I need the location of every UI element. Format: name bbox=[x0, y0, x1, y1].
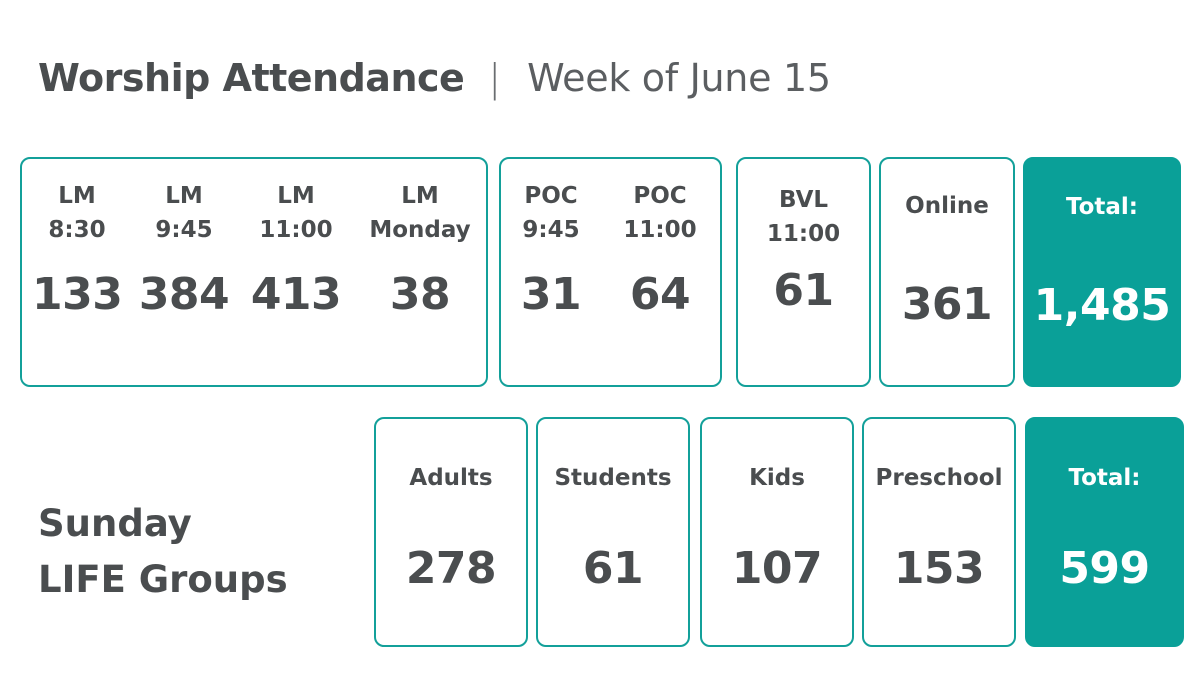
lm-monday-column: LM Monday 38 bbox=[360, 179, 480, 320]
preschool-card: Preschool 153 bbox=[862, 417, 1016, 647]
students-label: Students bbox=[554, 465, 672, 491]
students-value: 61 bbox=[582, 543, 644, 594]
students-column: Students 61 bbox=[538, 461, 688, 594]
worship-total-column: Total: 1,485 bbox=[1025, 190, 1179, 331]
online-card: Online 361 bbox=[879, 157, 1015, 387]
lm-1100-column: LM 11:00 413 bbox=[248, 179, 344, 320]
kids-value: 107 bbox=[731, 543, 823, 594]
lm-830-label-line1: LM bbox=[58, 183, 96, 209]
lm-monday-value: 38 bbox=[389, 269, 451, 320]
title-separator: | bbox=[488, 56, 502, 100]
poc-945-label-line2: 9:45 bbox=[522, 217, 580, 243]
life-groups-title: Sunday LIFE Groups bbox=[38, 496, 288, 608]
lm-945-label-line1: LM bbox=[165, 183, 203, 209]
poc-945-value: 31 bbox=[520, 269, 582, 320]
bvl-1100-column: BVL 11:00 61 bbox=[738, 183, 869, 316]
poc-1100-label-line2: 11:00 bbox=[623, 217, 697, 243]
bvl-service-card: BVL 11:00 61 bbox=[736, 157, 871, 387]
life-groups-title-line1: Sunday bbox=[38, 502, 192, 545]
bvl-label-line2: 11:00 bbox=[766, 221, 841, 247]
life-groups-total-label: Total: bbox=[1068, 465, 1141, 491]
preschool-label: Preschool bbox=[875, 465, 1003, 491]
lm-945-value: 384 bbox=[138, 269, 230, 320]
lm-830-value: 133 bbox=[32, 269, 123, 320]
kids-label: Kids bbox=[749, 465, 805, 491]
preschool-value: 153 bbox=[893, 543, 985, 594]
poc-945-column: POC 9:45 31 bbox=[505, 179, 597, 320]
title-main: Worship Attendance bbox=[38, 56, 465, 100]
kids-card: Kids 107 bbox=[700, 417, 854, 647]
lm-monday-label-line2: Monday bbox=[369, 217, 471, 243]
kids-column: Kids 107 bbox=[702, 461, 852, 594]
lm-1100-label-line2: 11:00 bbox=[259, 217, 333, 243]
lm-monday-label-line1: LM bbox=[401, 183, 439, 209]
lm-830-column: LM 8:30 133 bbox=[32, 179, 123, 320]
lm-services-card: LM 8:30 133 LM 9:45 384 LM 11:00 413 LM … bbox=[20, 157, 488, 387]
adults-card: Adults 278 bbox=[374, 417, 528, 647]
life-groups-total-value: 599 bbox=[1059, 543, 1150, 594]
worship-total-label: Total: bbox=[1065, 194, 1139, 220]
poc-945-label-line1: POC bbox=[524, 183, 578, 209]
online-label: Online bbox=[905, 193, 989, 219]
poc-1100-column: POC 11:00 64 bbox=[609, 179, 711, 320]
lm-945-label-line2: 9:45 bbox=[155, 217, 213, 243]
adults-column: Adults 278 bbox=[376, 461, 526, 594]
adults-value: 278 bbox=[405, 543, 497, 594]
lm-1100-label-line1: LM bbox=[277, 183, 315, 209]
lm-945-column: LM 9:45 384 bbox=[136, 179, 232, 320]
online-column: Online 361 bbox=[881, 189, 1013, 330]
worship-total-card: Total: 1,485 bbox=[1023, 157, 1181, 387]
poc-services-card: POC 9:45 31 POC 11:00 64 bbox=[499, 157, 722, 387]
online-value: 361 bbox=[901, 279, 993, 330]
worship-total-value: 1,485 bbox=[1033, 280, 1171, 331]
poc-1100-value: 64 bbox=[629, 269, 691, 320]
life-groups-total-card: Total: 599 bbox=[1025, 417, 1184, 647]
bvl-value: 61 bbox=[773, 265, 834, 316]
page-title: Worship Attendance | Week of June 15 bbox=[38, 50, 831, 106]
title-subtitle: Week of June 15 bbox=[527, 56, 831, 100]
students-card: Students 61 bbox=[536, 417, 690, 647]
poc-1100-label-line1: POC bbox=[633, 183, 687, 209]
bvl-label-line1: BVL bbox=[778, 187, 829, 213]
life-groups-total-column: Total: 599 bbox=[1027, 461, 1182, 594]
lm-1100-value: 413 bbox=[250, 269, 342, 320]
lm-830-label-line2: 8:30 bbox=[48, 217, 106, 243]
adults-label: Adults bbox=[409, 465, 493, 491]
preschool-column: Preschool 153 bbox=[864, 461, 1014, 594]
life-groups-title-line2: LIFE Groups bbox=[38, 558, 288, 601]
